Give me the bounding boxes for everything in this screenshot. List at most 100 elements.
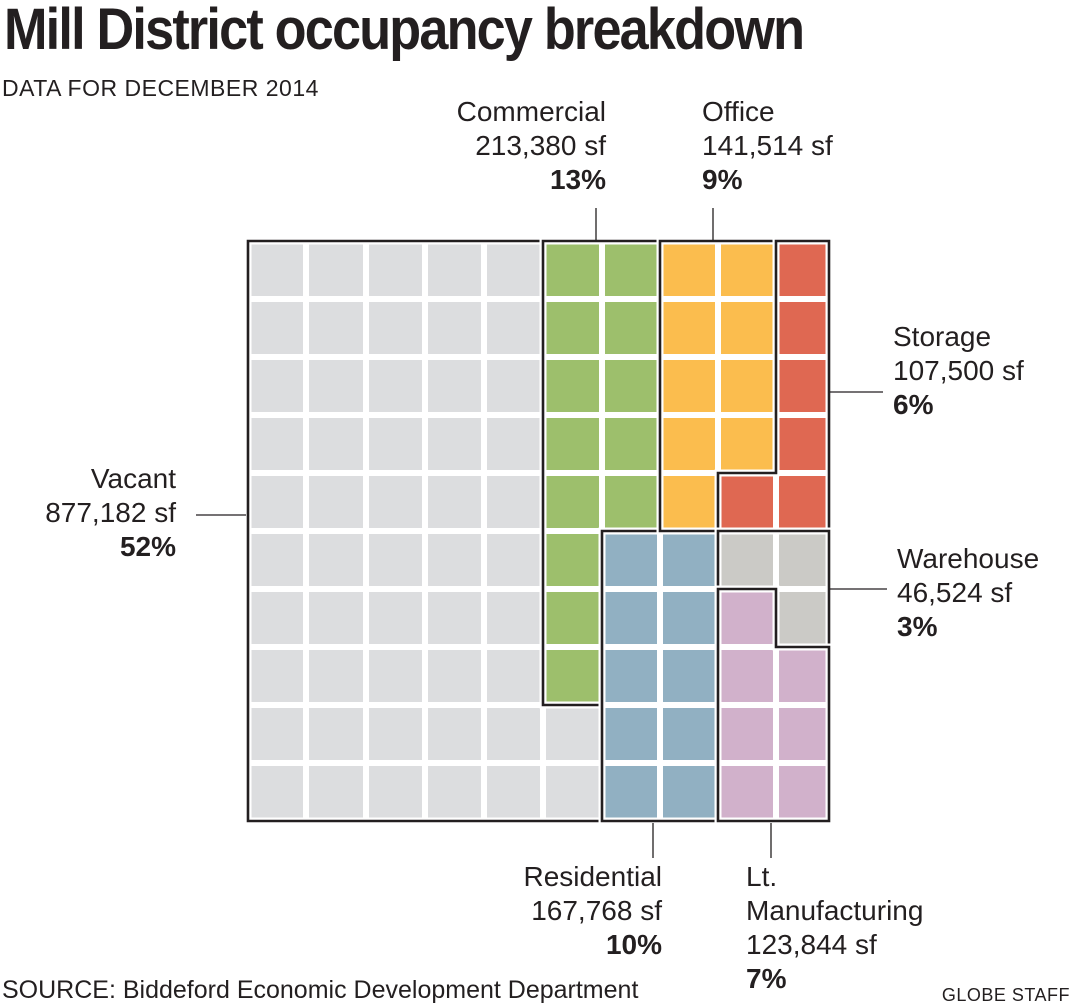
chart-subtitle: DATA FOR DECEMBER 2014 <box>2 75 319 101</box>
cell-vacant <box>369 650 422 702</box>
cell-vacant <box>487 766 540 818</box>
label-office-name: Office <box>702 96 775 127</box>
cell-vacant <box>487 708 540 760</box>
cell-vacant <box>487 244 540 296</box>
cell-commercial <box>605 302 657 354</box>
cell-vacant <box>487 534 540 586</box>
label-lt-manufacturing: Lt. Manufacturing 123,844 sf 7% <box>746 861 923 994</box>
cell-vacant <box>487 650 540 702</box>
cell-office <box>663 418 715 470</box>
cell-commercial <box>546 650 599 702</box>
cell-warehouse <box>779 592 826 644</box>
label-storage-name: Storage <box>893 321 991 352</box>
cell-vacant <box>428 650 481 702</box>
label-lt-manufacturing-name-0: Lt. <box>746 861 777 892</box>
cell-vacant <box>309 534 363 586</box>
label-residential-value: 167,768 sf <box>531 895 662 926</box>
cell-vacant <box>251 534 303 586</box>
cell-warehouse <box>779 534 826 586</box>
cell-office <box>721 360 773 412</box>
cell-vacant <box>309 476 363 528</box>
outline-lt-manufacturing <box>716 587 831 823</box>
cell-vacant <box>369 534 422 586</box>
cell-commercial <box>546 244 599 296</box>
source-note: SOURCE: Biddeford Economic Development D… <box>2 976 639 1004</box>
cell-office <box>663 476 715 528</box>
cell-commercial <box>546 534 599 586</box>
cell-commercial <box>546 302 599 354</box>
cell-vacant <box>428 534 481 586</box>
cell-office <box>721 244 773 296</box>
cell-vacant <box>369 476 422 528</box>
cell-vacant <box>251 592 303 644</box>
cell-commercial <box>546 476 599 528</box>
cell-vacant <box>251 418 303 470</box>
cell-lt-manufacturing <box>721 708 773 760</box>
cell-residential <box>663 766 715 818</box>
label-office-percent: 9% <box>702 164 743 195</box>
cell-residential <box>605 708 657 760</box>
cell-vacant <box>309 302 363 354</box>
cell-residential <box>605 534 657 586</box>
cell-office <box>663 244 715 296</box>
cell-storage <box>779 244 826 296</box>
label-office: Office 141,514 sf 9% <box>702 96 833 195</box>
chart-title: Mill District occupancy breakdown <box>4 0 805 62</box>
cell-lt-manufacturing <box>779 766 826 818</box>
cell-vacant <box>251 476 303 528</box>
category-labels: Vacant 877,182 sf 52%Commercial 213,380 sf 1… <box>45 96 1039 994</box>
cell-vacant <box>487 360 540 412</box>
cell-vacant <box>251 244 303 296</box>
cell-lt-manufacturing <box>779 650 826 702</box>
cell-vacant <box>546 766 599 818</box>
cell-storage <box>779 418 826 470</box>
cell-vacant <box>428 302 481 354</box>
cell-storage <box>721 476 773 528</box>
cell-vacant <box>251 360 303 412</box>
cell-commercial <box>605 418 657 470</box>
label-vacant-value: 877,182 sf <box>45 497 176 528</box>
cell-vacant <box>369 244 422 296</box>
cell-vacant <box>428 476 481 528</box>
cell-vacant <box>487 418 540 470</box>
cell-residential <box>605 650 657 702</box>
cell-vacant <box>546 708 599 760</box>
cell-vacant <box>428 244 481 296</box>
cell-vacant <box>428 418 481 470</box>
cell-vacant <box>309 360 363 412</box>
cell-vacant <box>369 360 422 412</box>
cell-vacant <box>369 708 422 760</box>
waffle-cells <box>251 244 826 818</box>
cell-residential <box>663 650 715 702</box>
cell-vacant <box>487 592 540 644</box>
cell-storage <box>779 302 826 354</box>
cell-warehouse <box>721 534 773 586</box>
cell-residential <box>663 708 715 760</box>
label-commercial-value: 213,380 sf <box>475 130 606 161</box>
cell-vacant <box>487 476 540 528</box>
cell-vacant <box>251 302 303 354</box>
cell-vacant <box>428 360 481 412</box>
label-warehouse: Warehouse 46,524 sf 3% <box>897 543 1039 642</box>
cell-vacant <box>309 766 363 818</box>
cell-vacant <box>309 244 363 296</box>
cell-residential <box>663 592 715 644</box>
cell-commercial <box>605 360 657 412</box>
cell-vacant <box>487 302 540 354</box>
category-outlines <box>244 237 833 825</box>
cell-vacant <box>251 708 303 760</box>
cell-commercial <box>546 418 599 470</box>
cell-storage <box>779 360 826 412</box>
label-storage-value: 107,500 sf <box>893 355 1024 386</box>
cell-commercial <box>605 244 657 296</box>
label-vacant: Vacant 877,182 sf 52% <box>45 463 176 562</box>
cell-lt-manufacturing <box>721 650 773 702</box>
cell-vacant <box>251 650 303 702</box>
cell-vacant <box>369 302 422 354</box>
cell-vacant <box>369 592 422 644</box>
cell-vacant <box>369 766 422 818</box>
credit-note: GLOBE STAFF <box>941 985 1070 1005</box>
cell-lt-manufacturing <box>779 708 826 760</box>
cell-office <box>663 360 715 412</box>
